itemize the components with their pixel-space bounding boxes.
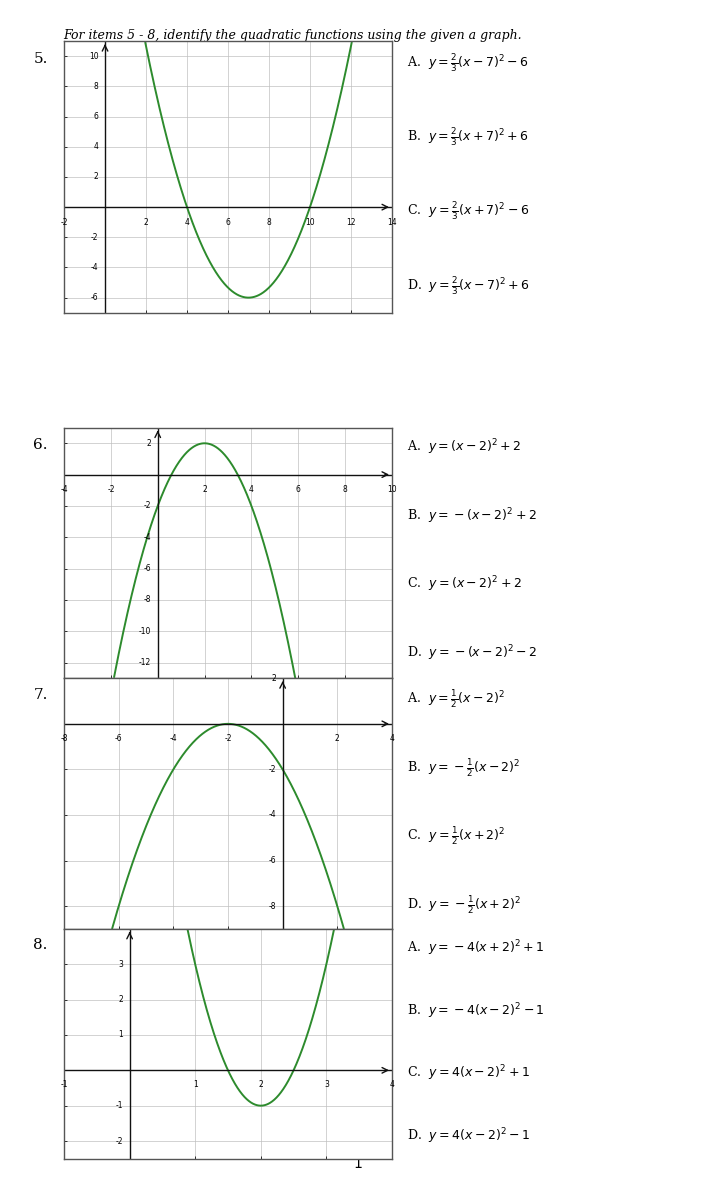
Text: -10: -10 [139, 627, 151, 636]
Text: -2: -2 [144, 501, 151, 511]
Text: 4: 4 [249, 485, 254, 494]
Text: -6: -6 [144, 564, 151, 573]
Text: 4: 4 [184, 217, 189, 227]
Text: 2: 2 [147, 438, 151, 448]
Text: -8: -8 [268, 902, 276, 911]
Text: 1: 1 [353, 1157, 362, 1171]
Text: 4: 4 [389, 1080, 394, 1088]
Text: For items 5 - 8, identify the quadratic functions using the given a graph.: For items 5 - 8, identify the quadratic … [63, 29, 522, 42]
Text: 2: 2 [258, 1080, 263, 1088]
Text: 2: 2 [118, 996, 123, 1004]
Text: 6: 6 [295, 485, 300, 494]
Text: C.  $y = 4(x - 2)^2 + 1$: C. $y = 4(x - 2)^2 + 1$ [407, 1063, 530, 1083]
Text: -2: -2 [107, 485, 115, 494]
Text: -4: -4 [144, 532, 151, 542]
Text: -2: -2 [224, 734, 231, 742]
Text: A.  $y = \frac{2}{3}(x - 7)^2 - 6$: A. $y = \frac{2}{3}(x - 7)^2 - 6$ [407, 52, 529, 74]
Text: 8.: 8. [33, 939, 48, 952]
Text: -2: -2 [61, 217, 68, 227]
Text: A.  $y = -4(x + 2)^2 + 1$: A. $y = -4(x + 2)^2 + 1$ [407, 939, 545, 958]
Text: C.  $y = \frac{1}{2}(x + 2)^2$: C. $y = \frac{1}{2}(x + 2)^2$ [407, 826, 506, 847]
Text: 2: 2 [335, 734, 340, 742]
Text: 10: 10 [89, 52, 98, 61]
Text: -4: -4 [169, 734, 177, 742]
Text: A.  $y = (x - 2)^2 + 2$: A. $y = (x - 2)^2 + 2$ [407, 437, 521, 457]
Text: 1: 1 [193, 1080, 197, 1088]
Text: 10: 10 [387, 485, 397, 494]
Text: D.  $y = -(x - 2)^2 - 2$: D. $y = -(x - 2)^2 - 2$ [407, 643, 538, 663]
Text: A.  $y = \frac{1}{2}(x - 2)^2$: A. $y = \frac{1}{2}(x - 2)^2$ [407, 688, 506, 710]
Text: D.  $y = 4(x - 2)^2 - 1$: D. $y = 4(x - 2)^2 - 1$ [407, 1126, 530, 1146]
Text: 4: 4 [389, 734, 394, 742]
Text: 1: 1 [118, 1030, 123, 1040]
Text: -1: -1 [115, 1101, 123, 1110]
Text: 8: 8 [266, 217, 271, 227]
Text: D.  $y = -\frac{1}{2}(x + 2)^2$: D. $y = -\frac{1}{2}(x + 2)^2$ [407, 893, 521, 916]
Text: -2: -2 [268, 765, 276, 773]
Text: C.  $y = \frac{2}{3}(x + 7)^2 - 6$: C. $y = \frac{2}{3}(x + 7)^2 - 6$ [407, 201, 530, 222]
Text: D.  $y = \frac{2}{3}(x - 7)^2 + 6$: D. $y = \frac{2}{3}(x - 7)^2 + 6$ [407, 274, 530, 297]
Text: -2: -2 [115, 1137, 123, 1145]
Text: 6.: 6. [33, 437, 48, 451]
Text: B.  $y = -\frac{1}{2}(x - 2)^2$: B. $y = -\frac{1}{2}(x - 2)^2$ [407, 757, 520, 778]
Text: -4: -4 [268, 810, 276, 820]
Text: 3: 3 [324, 1080, 329, 1088]
Text: 6: 6 [226, 217, 231, 227]
Text: 2: 2 [202, 485, 207, 494]
Text: 2: 2 [144, 217, 148, 227]
Text: 7.: 7. [33, 688, 48, 702]
Text: 8: 8 [94, 82, 98, 91]
Text: 2: 2 [271, 674, 276, 683]
Text: 8: 8 [342, 485, 347, 494]
Text: -4: -4 [91, 263, 98, 272]
Text: -12: -12 [139, 658, 151, 668]
Text: C.  $y = (x - 2)^2 + 2$: C. $y = (x - 2)^2 + 2$ [407, 575, 522, 594]
Text: 14: 14 [387, 217, 397, 227]
Text: -6: -6 [115, 734, 122, 742]
Text: 2: 2 [94, 172, 98, 182]
Text: -6: -6 [268, 857, 276, 865]
Text: 6: 6 [93, 112, 98, 121]
Text: -4: -4 [61, 485, 68, 494]
Text: 12: 12 [346, 217, 356, 227]
Text: B.  $y = \frac{2}{3}(x + 7)^2 + 6$: B. $y = \frac{2}{3}(x + 7)^2 + 6$ [407, 126, 529, 148]
Text: 3: 3 [118, 960, 123, 968]
Text: -8: -8 [144, 595, 151, 605]
Text: 10: 10 [305, 217, 315, 227]
Text: B.  $y = -(x - 2)^2 + 2$: B. $y = -(x - 2)^2 + 2$ [407, 506, 537, 526]
Text: -2: -2 [91, 233, 98, 242]
Text: B.  $y = -4(x - 2)^2 - 1$: B. $y = -4(x - 2)^2 - 1$ [407, 1001, 545, 1020]
Text: -1: -1 [61, 1080, 68, 1088]
Text: 4: 4 [93, 143, 98, 151]
Text: -8: -8 [61, 734, 68, 742]
Text: -6: -6 [91, 293, 98, 302]
Text: 5.: 5. [33, 52, 48, 67]
